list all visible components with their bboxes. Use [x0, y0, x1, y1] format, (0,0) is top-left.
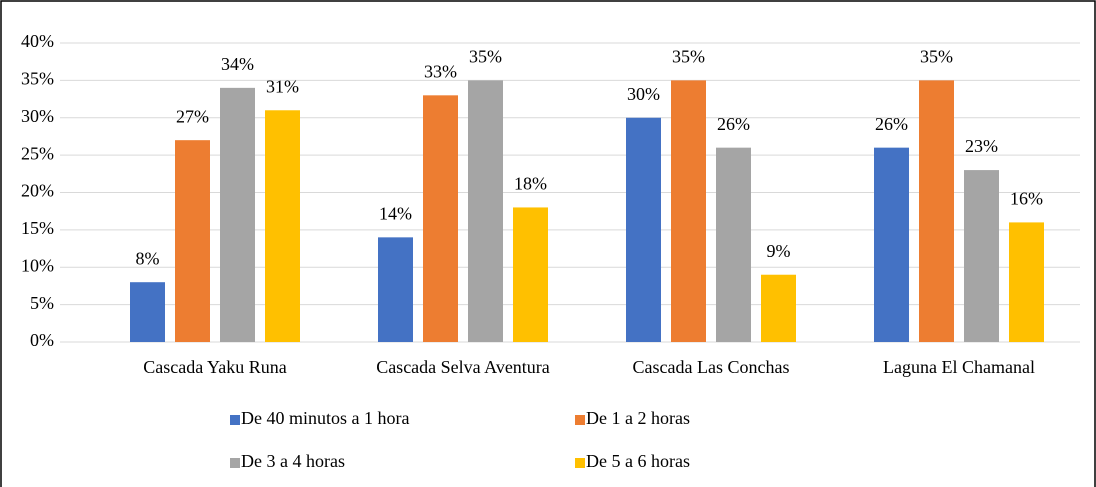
data-label: 14%	[379, 203, 412, 223]
data-label: 35%	[469, 47, 502, 67]
data-label: 26%	[717, 114, 750, 134]
bar	[130, 282, 165, 342]
data-label: 35%	[672, 47, 705, 67]
x-tick-label: Laguna El Chamanal	[883, 357, 1035, 377]
y-tick-label: 20%	[21, 181, 54, 201]
data-label: 33%	[424, 61, 457, 81]
data-label: 27%	[176, 106, 209, 126]
bar	[964, 170, 999, 342]
legend-swatch	[230, 458, 240, 468]
legend-swatch	[575, 458, 585, 468]
data-label: 8%	[136, 248, 160, 268]
y-tick-label: 5%	[30, 293, 54, 313]
bar	[671, 80, 706, 342]
bar	[468, 80, 503, 342]
bar	[513, 207, 548, 342]
y-tick-label: 0%	[30, 330, 54, 350]
data-label: 23%	[965, 136, 998, 156]
bar	[175, 140, 210, 342]
legend-label: De 3 a 4 horas	[241, 451, 345, 471]
bar	[761, 274, 796, 342]
bar	[716, 147, 751, 342]
x-tick-label: Cascada Selva Aventura	[376, 357, 550, 377]
x-tick-label: Cascada Yaku Runa	[143, 357, 286, 377]
legend-label: De 40 minutos a 1 hora	[241, 408, 409, 428]
bar	[919, 80, 954, 342]
legend-swatch	[575, 415, 585, 425]
x-tick-label: Cascada Las Conchas	[633, 357, 790, 377]
y-tick-label: 40%	[21, 31, 54, 51]
data-label: 16%	[1010, 189, 1043, 209]
bar	[626, 117, 661, 342]
bar	[265, 110, 300, 343]
y-tick-label: 30%	[21, 106, 54, 126]
y-tick-label: 35%	[21, 69, 54, 89]
bar	[423, 95, 458, 342]
legend-label: De 5 a 6 horas	[586, 451, 690, 471]
data-label: 9%	[767, 241, 791, 261]
data-label: 26%	[875, 114, 908, 134]
legend-label: De 1 a 2 horas	[586, 408, 690, 428]
y-tick-label: 10%	[21, 255, 54, 275]
data-label: 34%	[221, 54, 254, 74]
legend-swatch	[230, 415, 240, 425]
data-label: 35%	[920, 47, 953, 67]
bar	[1009, 222, 1044, 342]
y-tick-label: 25%	[21, 143, 54, 163]
data-label: 30%	[627, 84, 660, 104]
y-tick-label: 15%	[21, 218, 54, 238]
bar	[378, 237, 413, 342]
data-label: 18%	[514, 174, 547, 194]
data-label: 31%	[266, 76, 299, 96]
bar	[874, 147, 909, 342]
bar	[220, 87, 255, 342]
